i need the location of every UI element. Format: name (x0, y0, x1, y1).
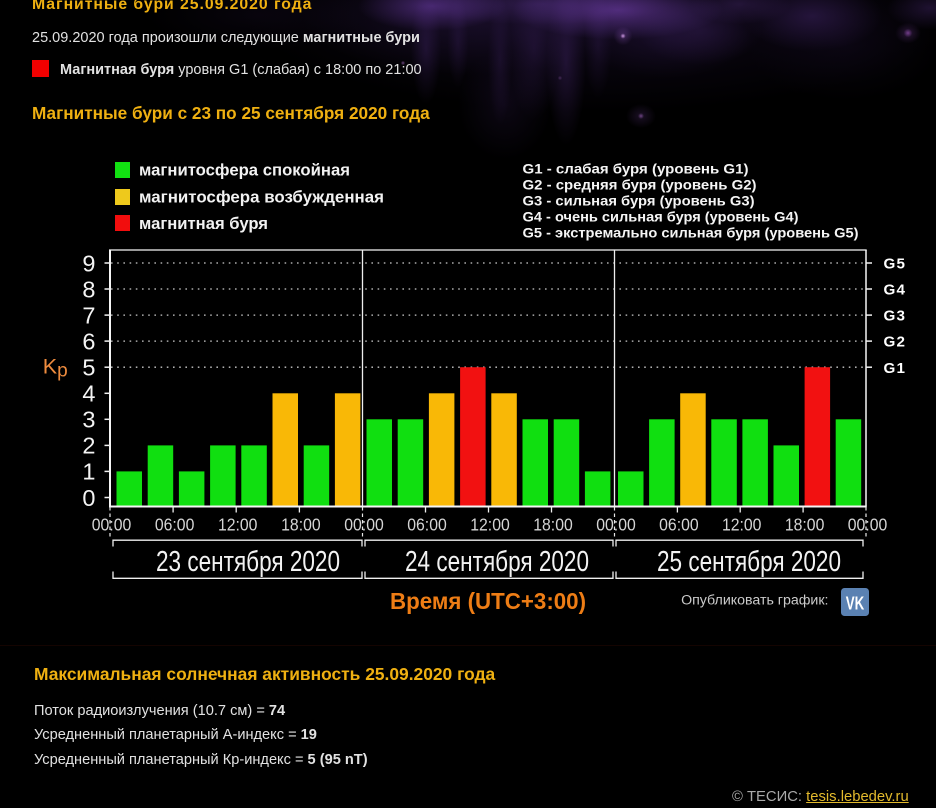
svg-text:3: 3 (82, 407, 95, 433)
svg-text:24 сентября 2020: 24 сентября 2020 (405, 546, 589, 578)
svg-text:G4: G4 (884, 282, 906, 299)
svg-text:00:00: 00:00 (92, 515, 132, 535)
svg-text:G5: G5 (884, 256, 906, 273)
svg-text:00:00: 00:00 (344, 515, 384, 535)
svg-text:G5 - экстремально сильная буря: G5 - экстремально сильная буря (уровень … (523, 226, 859, 242)
svg-text:Kp: Kp (43, 355, 68, 382)
svg-text:12:00: 12:00 (470, 515, 510, 535)
svg-text:18:00: 18:00 (281, 515, 321, 535)
svg-text:G2: G2 (884, 334, 906, 351)
svg-text:23 сентября 2020: 23 сентября 2020 (156, 546, 340, 578)
svg-text:12:00: 12:00 (218, 515, 258, 535)
svg-text:магнитосфера возбужденная: магнитосфера возбужденная (139, 189, 384, 207)
svg-text:G2 - средняя буря (уровень G2): G2 - средняя буря (уровень G2) (523, 178, 757, 194)
svg-text:9: 9 (82, 250, 95, 276)
svg-text:Время (UTC+3:00): Время (UTC+3:00) (390, 588, 586, 614)
svg-text:магнитосфера спокойная: магнитосфера спокойная (139, 162, 350, 180)
svg-text:4: 4 (82, 381, 95, 407)
svg-text:00:00: 00:00 (596, 515, 636, 535)
svg-text:18:00: 18:00 (785, 515, 825, 535)
svg-text:G4 - очень сильная буря (урове: G4 - очень сильная буря (уровень G4) (523, 210, 799, 226)
svg-text:магнитная буря: магнитная буря (139, 215, 268, 233)
svg-text:06:00: 06:00 (407, 515, 447, 535)
svg-text:6: 6 (82, 328, 95, 354)
svg-text:25 сентября 2020: 25 сентября 2020 (657, 546, 841, 578)
svg-text:06:00: 06:00 (155, 515, 195, 535)
svg-text:G3 - сильная буря (уровень G3): G3 - сильная буря (уровень G3) (523, 194, 755, 210)
svg-text:G3: G3 (884, 308, 906, 325)
svg-text:00:00: 00:00 (848, 515, 888, 535)
svg-text:G1: G1 (884, 360, 906, 377)
svg-text:18:00: 18:00 (533, 515, 573, 535)
svg-text:Опубликовать график:: Опубликовать график: (681, 593, 828, 609)
svg-text:G1 - слабая буря (уровень G1): G1 - слабая буря (уровень G1) (523, 162, 749, 178)
svg-text:1: 1 (82, 459, 95, 485)
svg-text:0: 0 (82, 485, 95, 511)
svg-text:06:00: 06:00 (659, 515, 699, 535)
svg-text:7: 7 (82, 302, 95, 328)
svg-text:5: 5 (82, 355, 95, 381)
svg-text:8: 8 (82, 276, 95, 302)
svg-text:2: 2 (82, 433, 95, 459)
svg-text:VK: VK (846, 594, 865, 614)
svg-text:12:00: 12:00 (722, 515, 762, 535)
